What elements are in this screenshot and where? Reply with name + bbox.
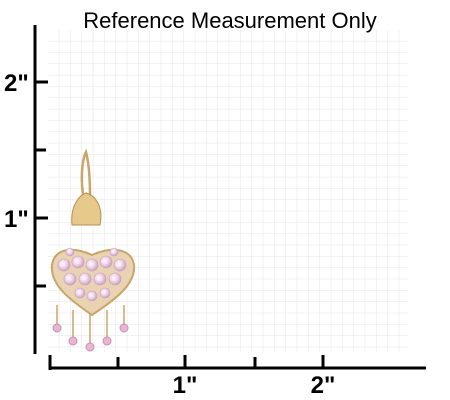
rulers	[33, 25, 426, 370]
earring	[50, 148, 136, 352]
y-label: 1"	[4, 206, 29, 233]
x-label: 1"	[173, 372, 198, 399]
title: Reference Measurement Only	[83, 8, 376, 33]
y-label: 2"	[4, 70, 29, 97]
x-label: 2"	[311, 372, 336, 399]
